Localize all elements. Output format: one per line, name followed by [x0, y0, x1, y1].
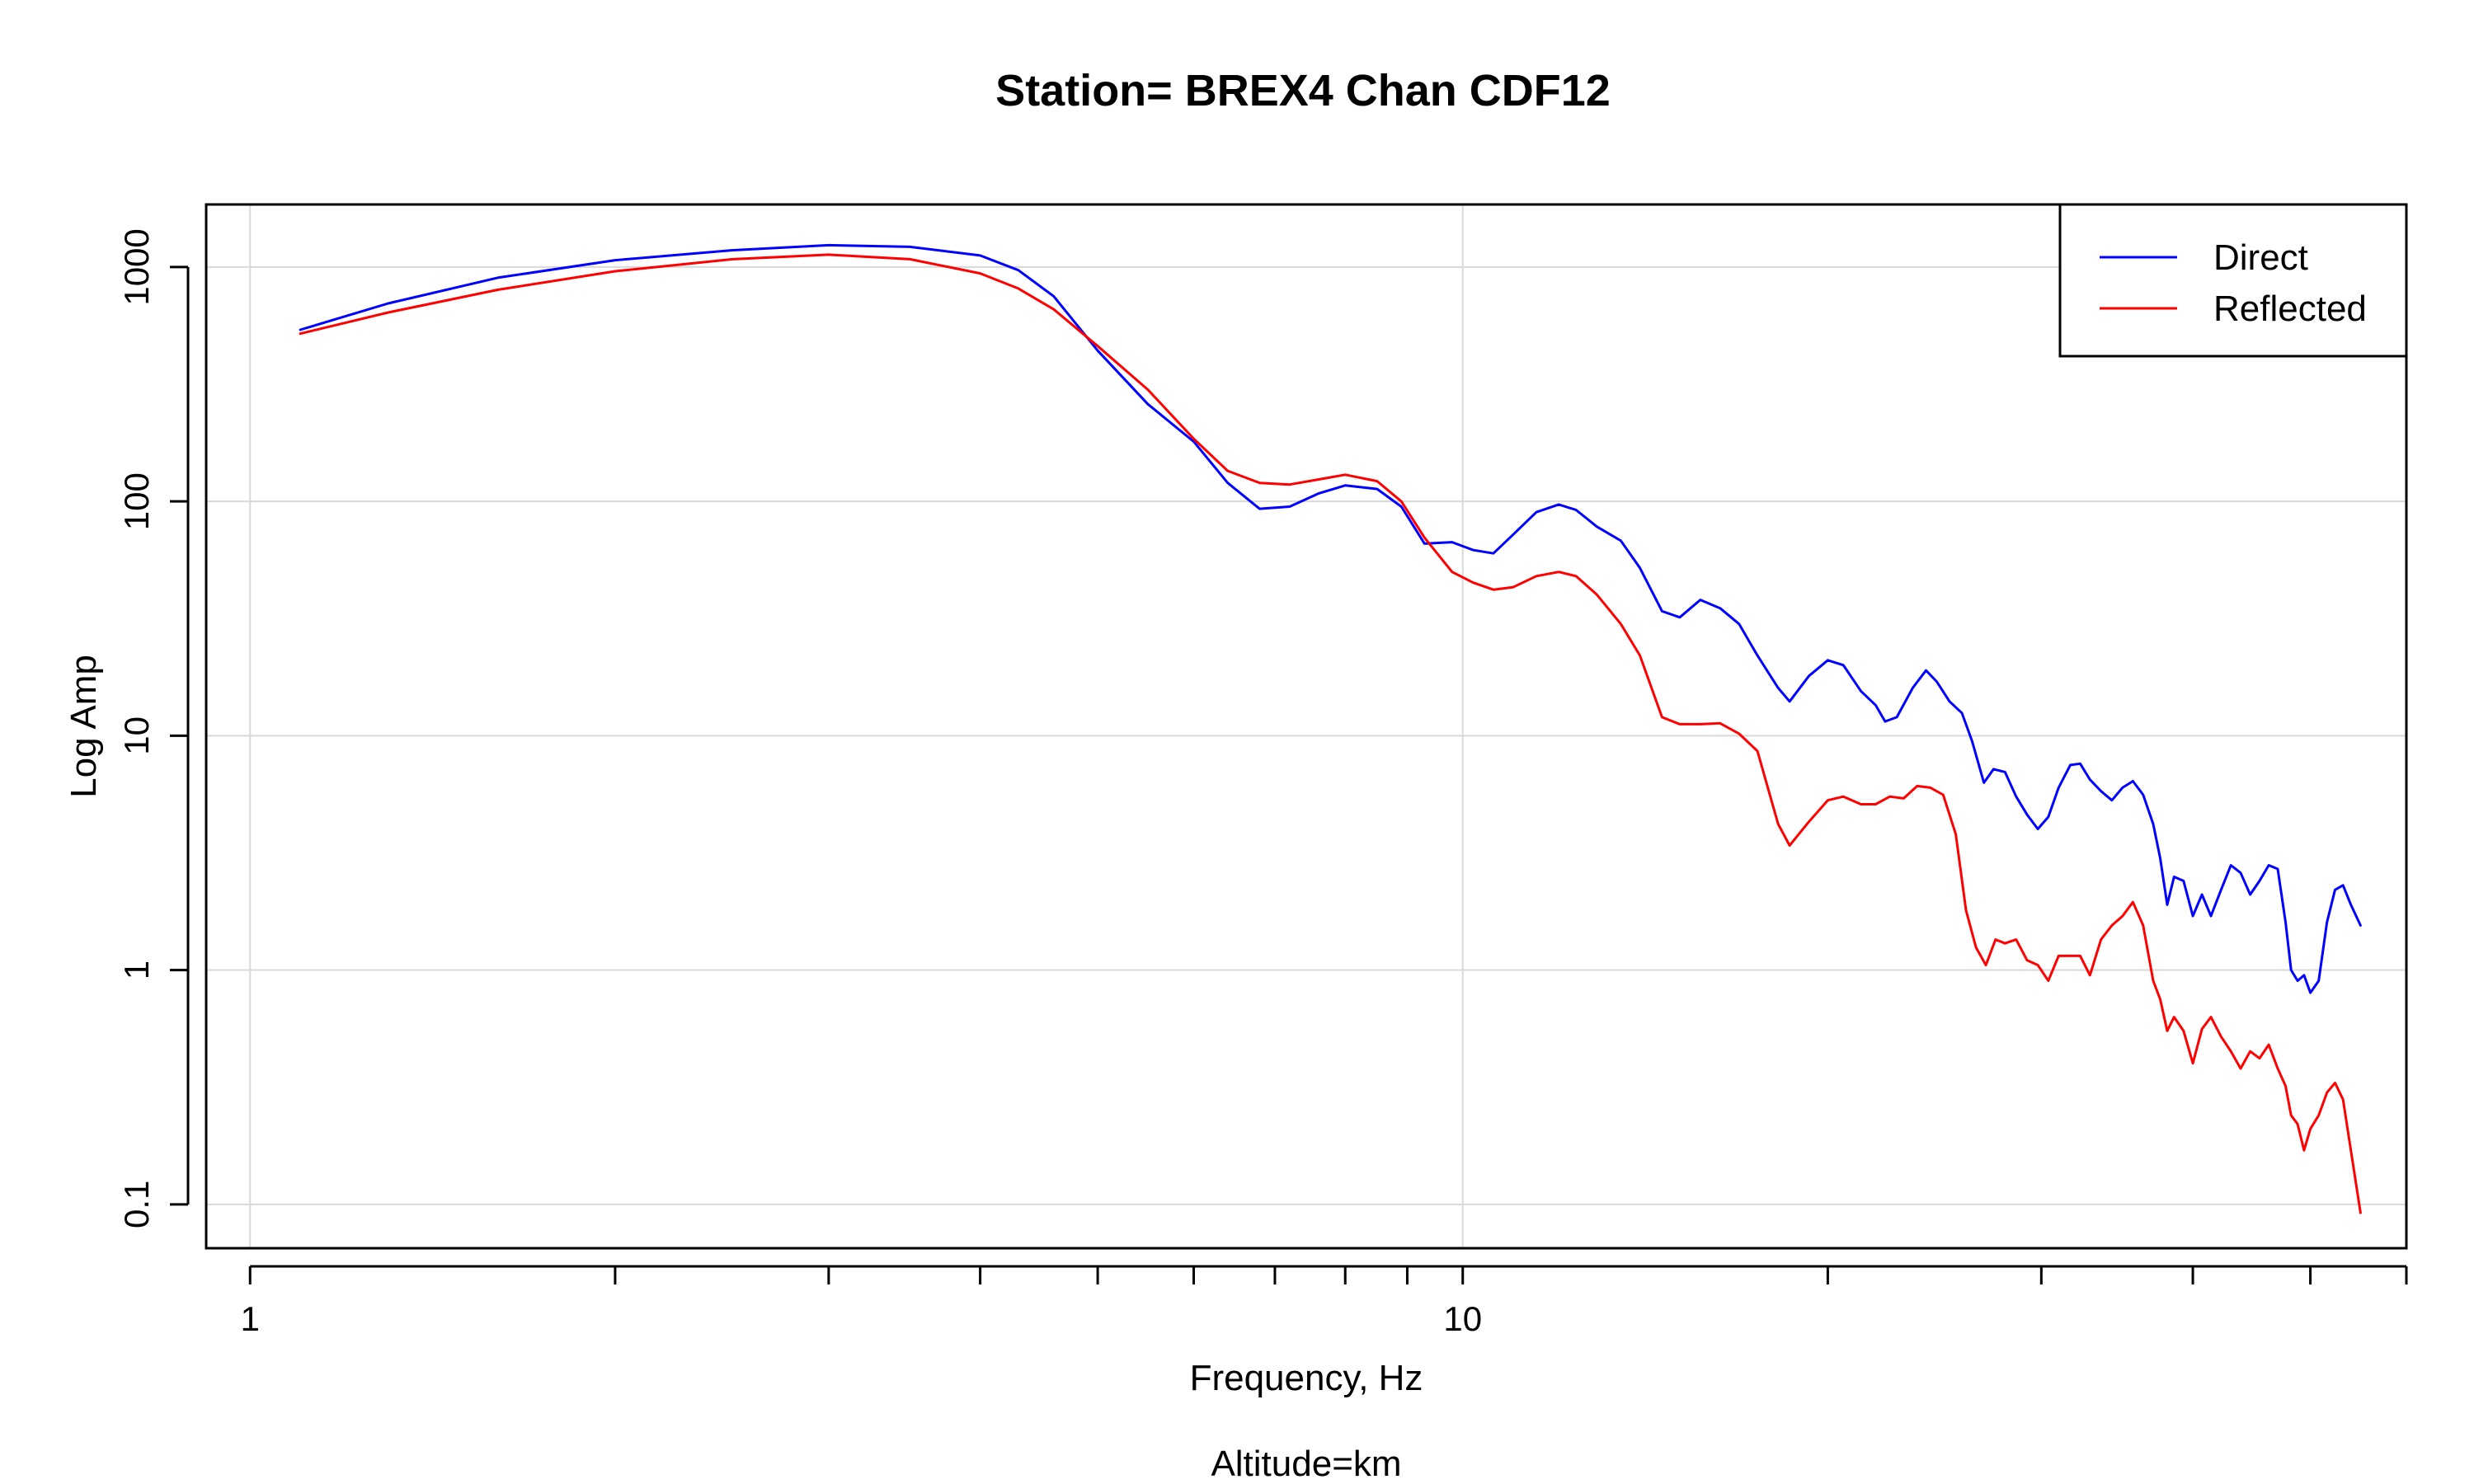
y-tick-label-0.1: 0.1 [117, 1181, 156, 1228]
x-axis: 1 10 [241, 1265, 2408, 1338]
series-layer [299, 243, 2362, 1214]
series-line-direct [299, 243, 2362, 994]
legend-box [2058, 203, 2408, 358]
y-tick-label-100: 100 [117, 472, 156, 530]
y-tick-label-1000: 1000 [117, 228, 156, 305]
legend: Direct Reflected [2058, 203, 2408, 358]
y-axis-label: Log Amp [63, 655, 104, 798]
chart-title: Station= BREX4 Chan CDF12 [995, 66, 1611, 115]
legend-label-direct: Direct [2213, 237, 2308, 278]
y-axis: 0.1 1 10 100 1000 [117, 228, 190, 1228]
plot-frame [205, 203, 2408, 1250]
legend-label-reflected: Reflected [2213, 289, 2367, 329]
x-tick-label-1: 1 [241, 1299, 260, 1338]
y-tick-label-10: 10 [117, 716, 156, 755]
grid-layer [206, 204, 2406, 1248]
series-line-reflected [299, 253, 2362, 1214]
chart-subtitle: Altitude=km [1211, 1444, 1401, 1484]
x-tick-label-10: 10 [1443, 1299, 1482, 1338]
y-tick-label-1: 1 [117, 960, 156, 979]
x-axis-label: Frequency, Hz [1190, 1358, 1423, 1398]
